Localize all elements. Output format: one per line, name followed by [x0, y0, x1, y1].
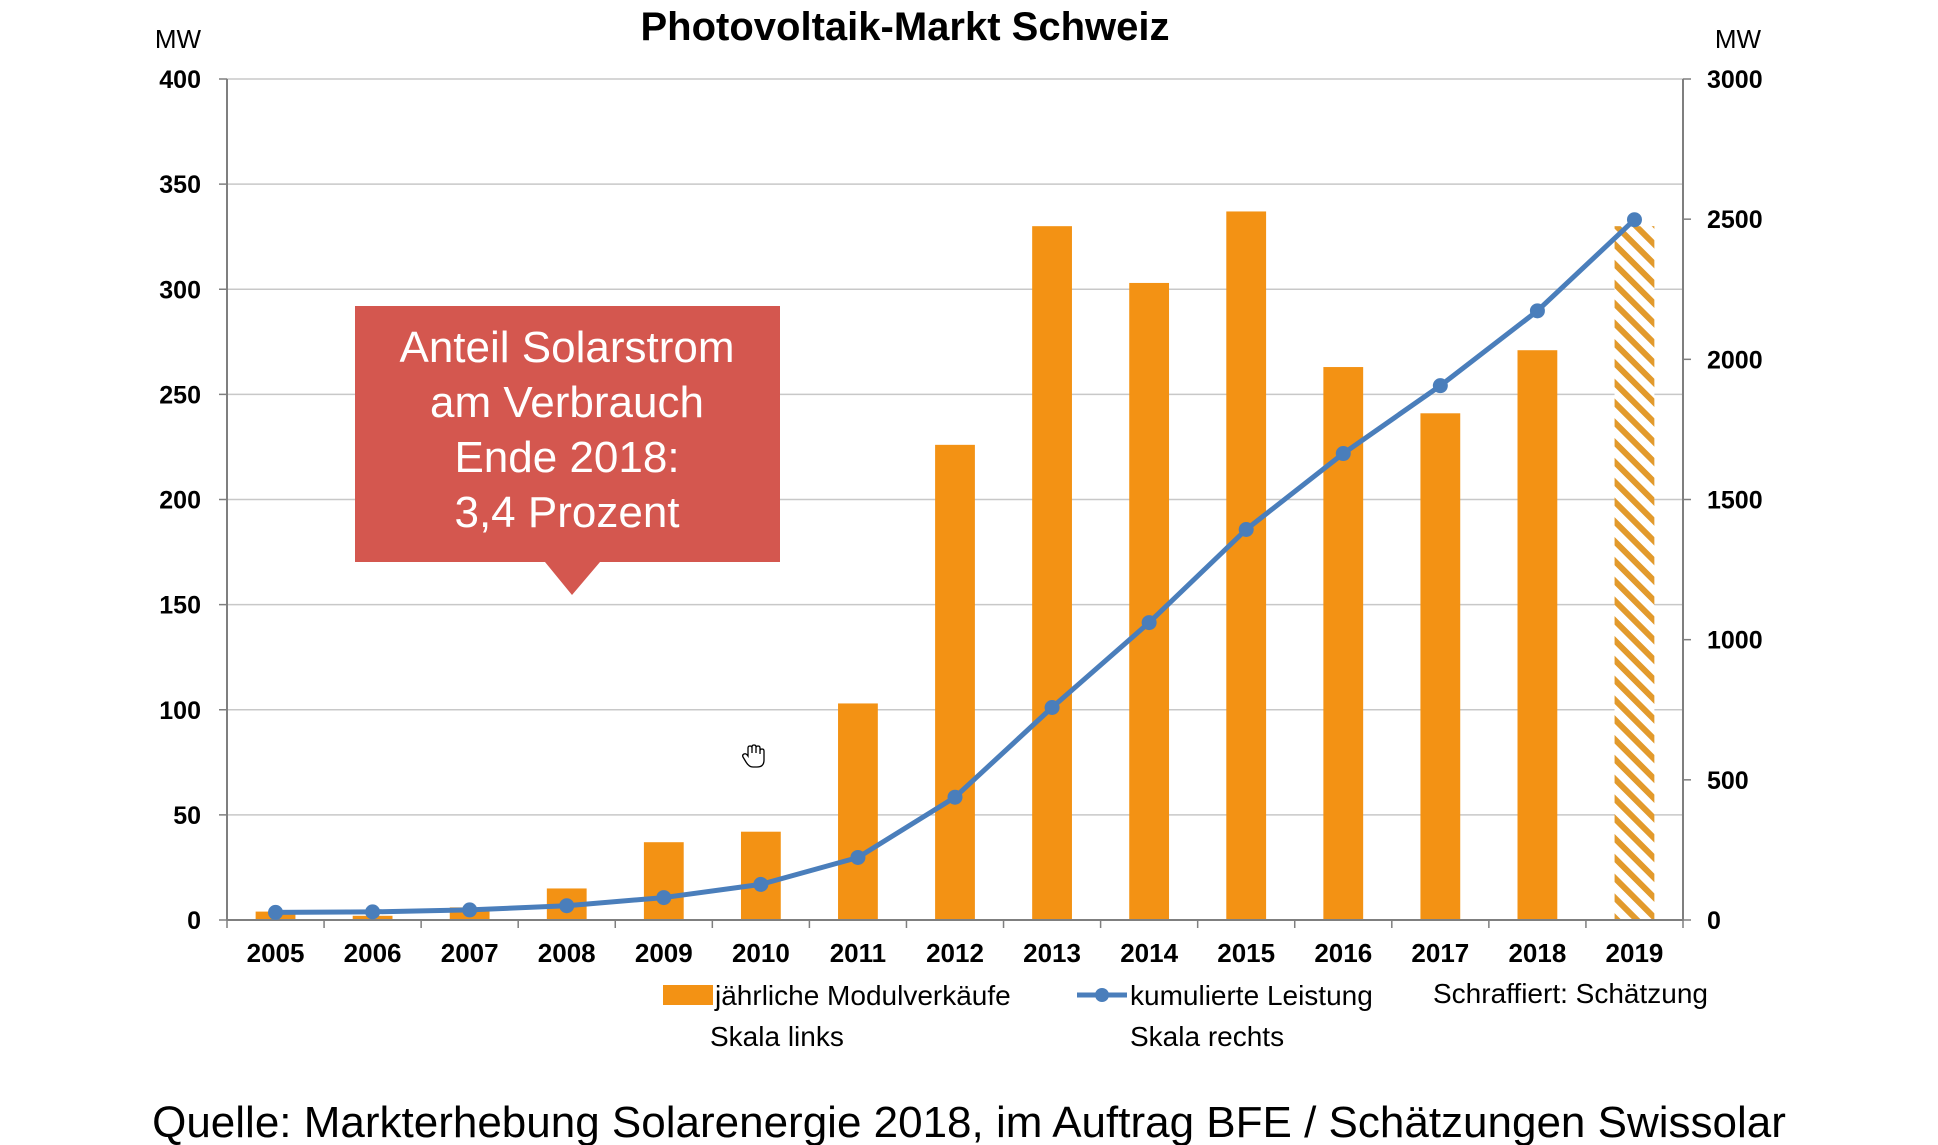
x-axis-ticks: 2005 2006 2007 2008 2009 2010 2011 2012 2013 2014… — [226, 920, 1684, 968]
line-point-2013 — [1044, 700, 1060, 716]
right-tick-label: 500 — [1707, 767, 1749, 795]
line-point-2009 — [656, 890, 672, 906]
bar-2018 — [1517, 350, 1558, 920]
legend-line-scale: Skala rechts — [1130, 1021, 1284, 1052]
right-tick-label: 2500 — [1707, 206, 1763, 234]
x-tick-label: 2006 — [344, 938, 402, 968]
left-tick-label: 200 — [159, 487, 201, 515]
left-tick-label: 50 — [173, 802, 201, 830]
chart-title: Photovoltaik-Markt Schweiz — [641, 5, 1170, 49]
bar-2011 — [838, 703, 878, 920]
callout-line-3: Ende 2018: — [454, 433, 679, 482]
x-tick-label: 2015 — [1217, 938, 1275, 968]
right-tick-label: 1500 — [1707, 487, 1763, 515]
legend-bar-label: jährliche Modulverkäufe — [714, 980, 1011, 1011]
line-point-2017 — [1432, 378, 1448, 394]
x-tick-label: 2017 — [1411, 938, 1469, 968]
left-tick-label: 350 — [159, 171, 201, 199]
line-point-2011 — [850, 849, 866, 865]
line-point-2016 — [1335, 446, 1351, 462]
line-point-2014 — [1141, 615, 1157, 631]
legend-line-marker — [1095, 988, 1109, 1002]
right-axis-unit: MW — [1715, 24, 1762, 54]
legend-line-label: kumulierte Leistung — [1130, 980, 1373, 1011]
left-axis-ticks: 0 50 100 150 200 250 300 350 400 — [159, 66, 227, 935]
left-tick-label: 300 — [159, 276, 201, 304]
x-tick-label: 2018 — [1508, 938, 1566, 968]
x-tick-label: 2008 — [538, 938, 596, 968]
line-point-2006 — [365, 904, 381, 920]
bar-2019 — [1614, 226, 1655, 921]
left-tick-label: 250 — [159, 381, 201, 409]
line-point-2018 — [1529, 303, 1545, 319]
callout-line-4: 3,4 Prozent — [454, 488, 679, 537]
x-tick-label: 2014 — [1120, 938, 1178, 968]
left-tick-label: 400 — [159, 66, 201, 94]
bar-2017 — [1420, 413, 1461, 920]
bar-2013 — [1032, 226, 1072, 921]
left-axis-unit: MW — [155, 24, 202, 54]
legend-estimate-note: Schraffiert: Schätzung — [1433, 978, 1708, 1009]
bar-2015 — [1226, 211, 1267, 920]
line-point-2005 — [268, 904, 284, 920]
line-point-2007 — [462, 902, 478, 918]
left-tick-label: 150 — [159, 592, 201, 620]
x-tick-label: 2009 — [635, 938, 693, 968]
hand-cursor-icon — [742, 744, 765, 768]
legend: jährliche Modulverkäufe Skala links kumu… — [663, 978, 1708, 1052]
right-tick-label: 0 — [1707, 907, 1721, 935]
bar-2010 — [740, 831, 781, 920]
legend-bar-scale: Skala links — [710, 1021, 844, 1052]
line-point-2015 — [1238, 521, 1254, 537]
right-tick-label: 1000 — [1707, 627, 1763, 655]
line-point-2012 — [947, 789, 963, 805]
bar-2014 — [1129, 282, 1170, 920]
source-note: Quelle: Markterhebung Solarenergie 2018,… — [152, 1098, 1786, 1145]
x-tick-label: 2012 — [926, 938, 984, 968]
bar-2012 — [935, 444, 975, 920]
right-tick-label: 2000 — [1707, 346, 1763, 374]
x-tick-label: 2011 — [830, 938, 886, 968]
bar-series — [255, 211, 1655, 921]
x-tick-label: 2007 — [441, 938, 499, 968]
x-tick-label: 2016 — [1314, 938, 1372, 968]
callout-line-2: am Verbrauch — [430, 378, 704, 427]
right-axis-ticks: 0 500 1000 1500 2000 2500 3000 — [1683, 66, 1763, 935]
x-tick-label: 2013 — [1023, 938, 1081, 968]
x-tick-label: 2005 — [247, 938, 305, 968]
line-series — [268, 212, 1642, 920]
right-tick-label: 3000 — [1707, 66, 1763, 94]
legend-bar-swatch — [663, 985, 713, 1005]
callout-line-1: Anteil Solarstrom — [399, 323, 734, 372]
callout: Anteil Solarstrom am Verbrauch Ende 2018… — [355, 306, 780, 595]
line-point-2010 — [753, 876, 769, 892]
line-point-2008 — [559, 898, 575, 914]
left-tick-label: 0 — [187, 907, 201, 935]
callout-box — [355, 306, 780, 595]
bar-2009 — [643, 842, 684, 920]
x-tick-label: 2010 — [732, 938, 790, 968]
line-point-2019 — [1626, 212, 1642, 228]
x-tick-label: 2019 — [1606, 938, 1664, 968]
left-tick-label: 100 — [159, 697, 201, 725]
